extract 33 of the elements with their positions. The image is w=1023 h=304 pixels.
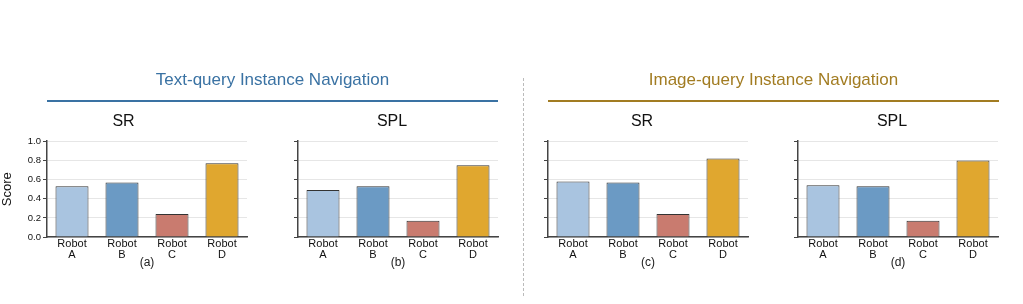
x-tick-label: Robot D	[458, 237, 488, 260]
text: Text-query Instance Navigation	[154, 70, 391, 90]
x-tick-label: Robot D	[708, 237, 738, 260]
chart-title: SPL	[876, 112, 908, 130]
text: (c)	[641, 255, 655, 269]
text: (d)	[890, 255, 906, 269]
x-tick-label: Robot B	[858, 237, 888, 260]
x-tick-label: Robot A	[308, 237, 338, 260]
y-tick-label: 0.2	[27, 211, 41, 223]
x-tick-label: Robot B	[358, 237, 388, 260]
y-axis-title: Score	[0, 172, 15, 207]
x-tick-label: Robot C	[908, 237, 938, 260]
text: Image-query Instance Navigation	[647, 70, 900, 90]
y-tick-label: 0.4	[27, 192, 41, 204]
chart-title: SPL	[376, 112, 408, 130]
y-tick-label: 0.8	[27, 154, 41, 166]
x-tick-label: Robot A	[808, 237, 838, 260]
x-tick-label: Robot C	[408, 237, 438, 260]
x-tick-label: Robot B	[107, 237, 137, 260]
x-tick-label: Robot C	[157, 237, 187, 260]
text: (a)	[139, 255, 155, 269]
x-tick-label: Robot A	[558, 237, 588, 260]
x-tick-label: Robot A	[57, 237, 87, 260]
x-tick-label: Robot B	[608, 237, 638, 260]
y-tick-label: 1.0	[27, 134, 41, 146]
chart-title: SR	[112, 112, 135, 130]
y-tick-label: 0.0	[27, 230, 41, 242]
x-tick-label: Robot D	[958, 237, 988, 260]
text: (b)	[390, 255, 406, 269]
y-tick-label: 0.6	[27, 173, 41, 185]
x-tick-label: Robot C	[658, 237, 688, 260]
chart-title: SR	[630, 112, 654, 130]
x-tick-label: Robot D	[207, 237, 237, 260]
